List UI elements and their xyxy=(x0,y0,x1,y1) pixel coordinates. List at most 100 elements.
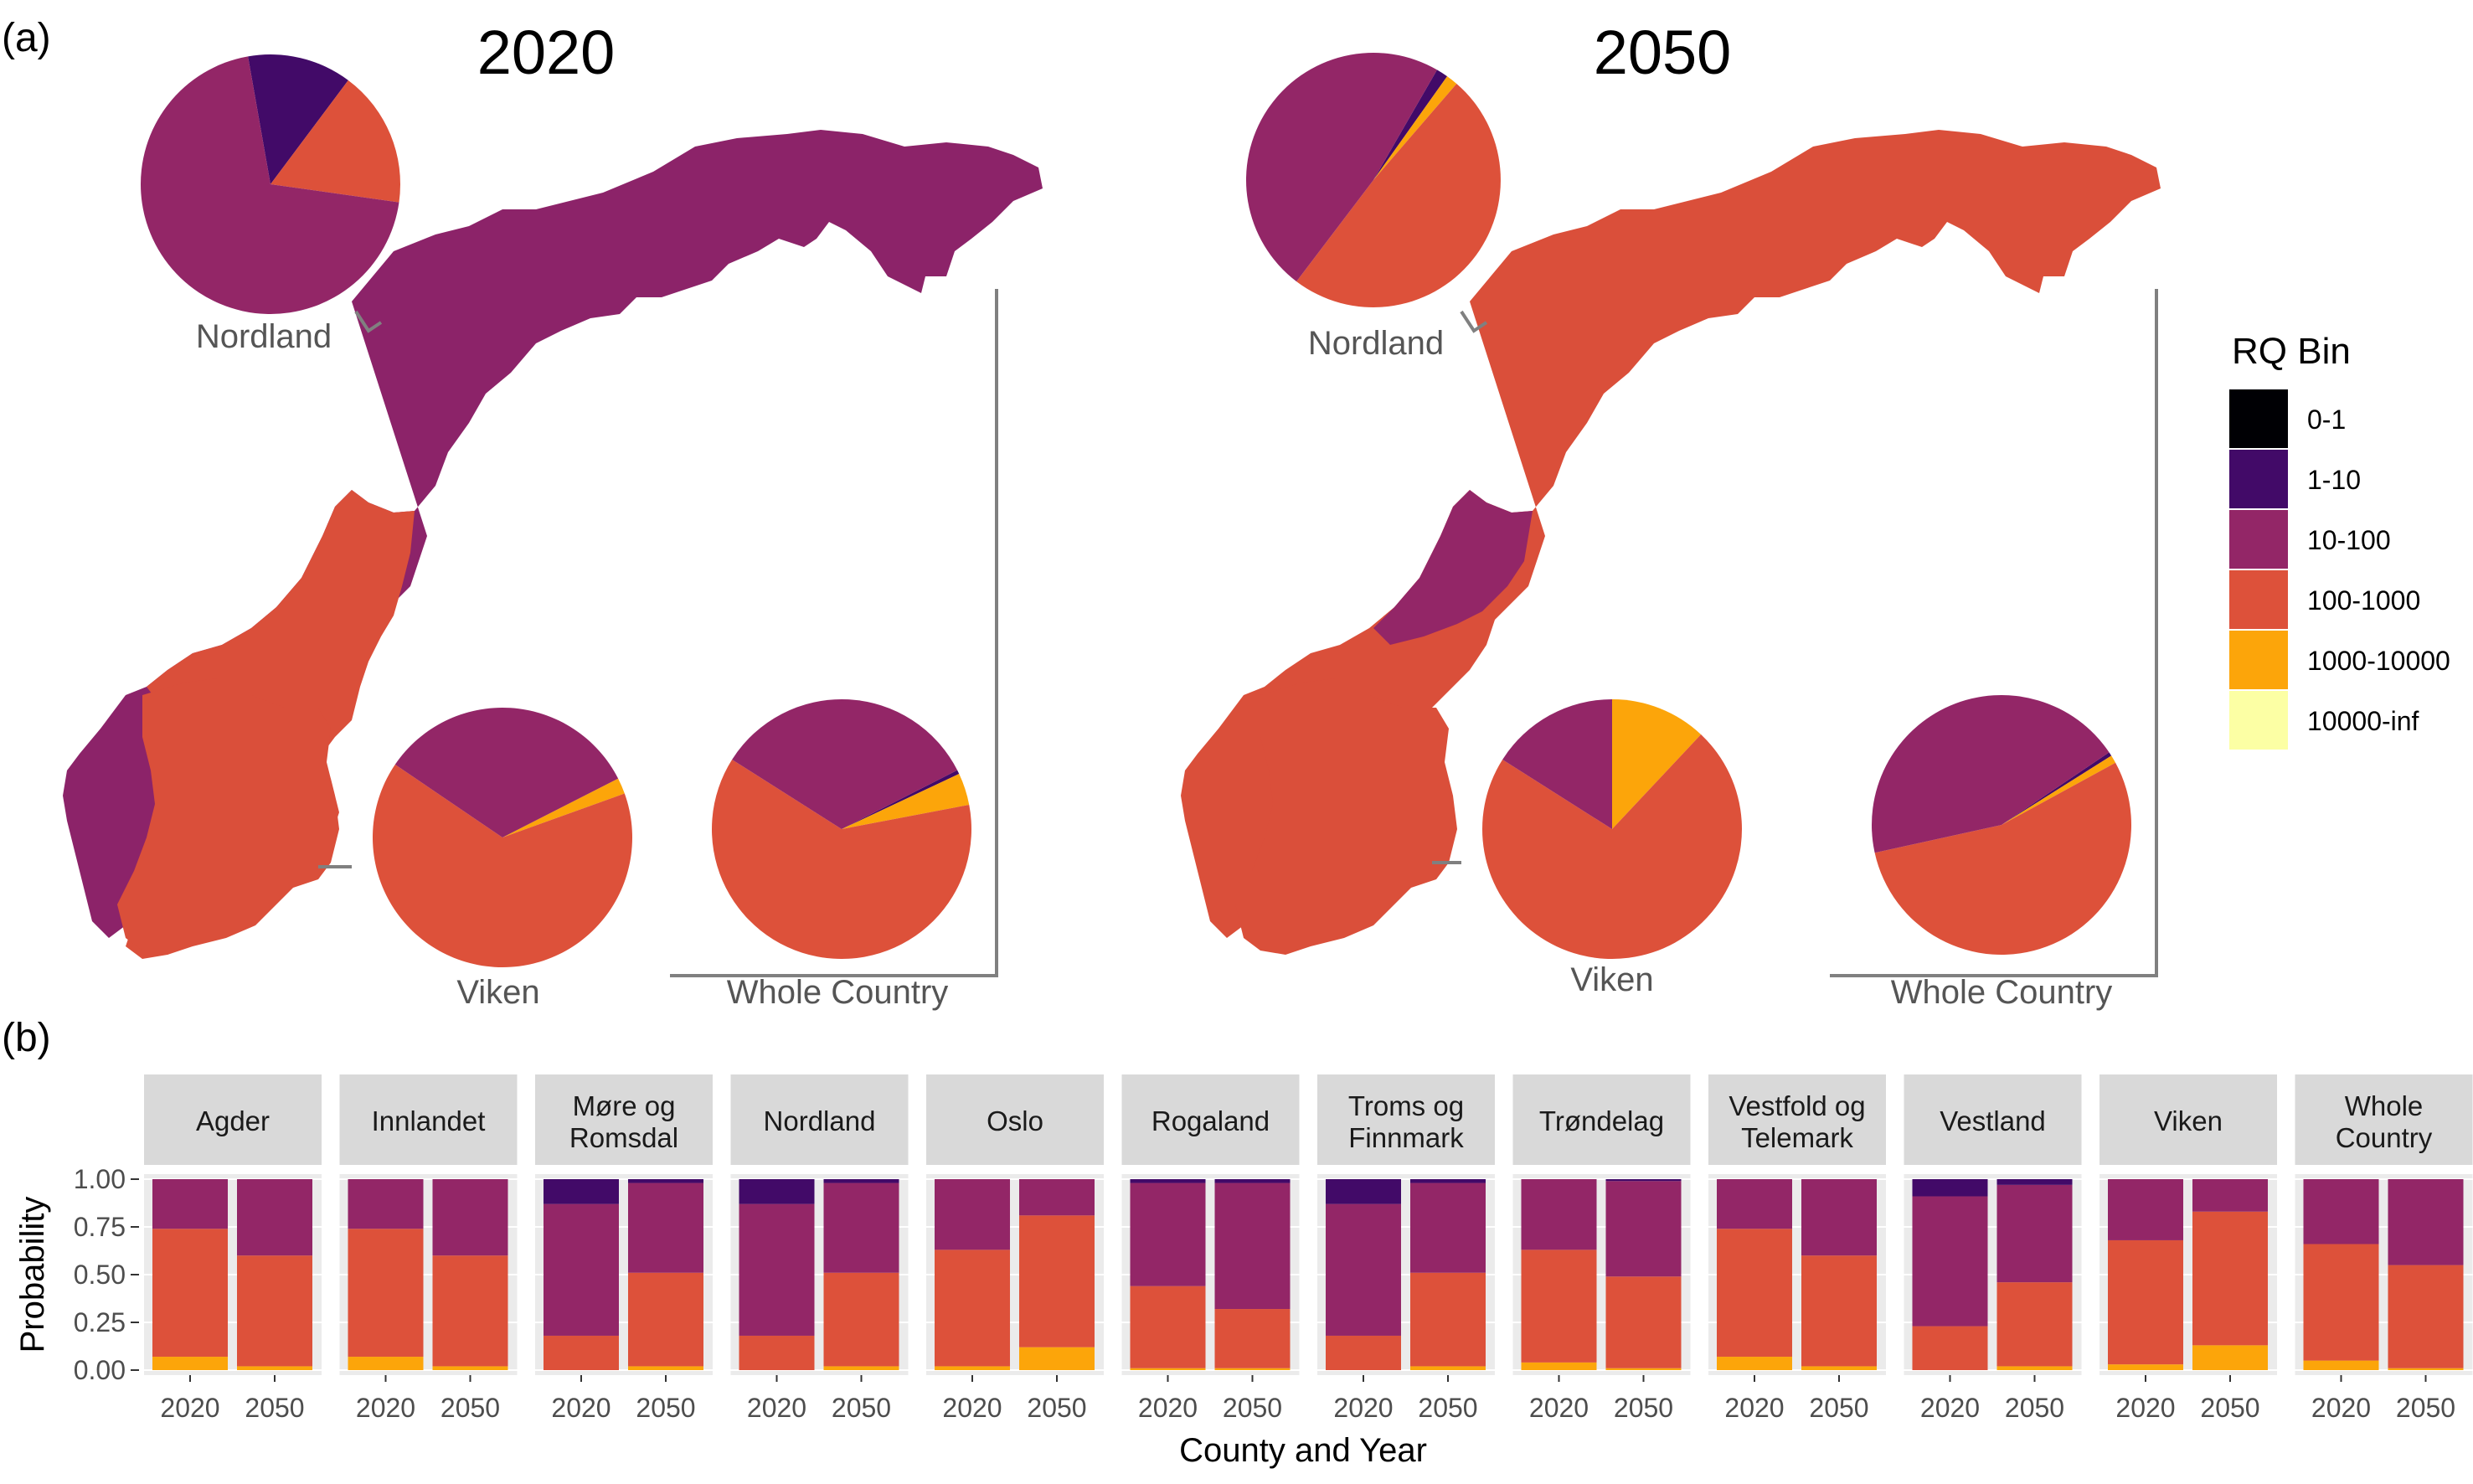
facet-strip-7 xyxy=(1512,1074,1691,1165)
bar-5-0-1000-10000 xyxy=(1130,1368,1206,1370)
bar-10-0-1000-10000 xyxy=(2108,1364,2183,1370)
legend-swatch-4 xyxy=(2229,631,2288,689)
bar-11-0-100-1000 xyxy=(2303,1244,2379,1361)
bar-1-0-1000-10000 xyxy=(348,1357,424,1370)
x-tick-label-4-0: 2020 xyxy=(942,1393,1002,1423)
bar-2-1-100-1000 xyxy=(628,1272,703,1367)
x-tick-label-7-1: 2050 xyxy=(1614,1393,1673,1423)
legend-label-4: 1000-10000 xyxy=(2307,646,2450,676)
x-tick-label-6-1: 2050 xyxy=(1418,1393,1477,1423)
bar-10-0-10-100 xyxy=(2108,1179,2183,1240)
norway-north-2050 xyxy=(1181,130,2161,938)
y-tick-label-2: 0.50 xyxy=(74,1260,126,1290)
bar-3-0-10-100 xyxy=(739,1203,815,1336)
norway-south-2050 xyxy=(1235,678,1457,955)
bar-7-0-1000-10000 xyxy=(1521,1362,1597,1370)
bar-6-1-10-100 xyxy=(1410,1183,1486,1273)
map-2050 xyxy=(1181,130,2161,955)
facet-strip-label-9-0: Vestland xyxy=(1940,1105,2046,1136)
facet-strip-label-11-0: Whole xyxy=(2345,1090,2424,1121)
pie-slice-1-0-1 xyxy=(1373,76,1457,180)
bar-8-1-1000-10000 xyxy=(1801,1366,1877,1370)
bar-5-0-100-1000 xyxy=(1130,1286,1206,1368)
connector-nordland-2020 xyxy=(354,310,383,333)
facet-strip-8 xyxy=(1708,1074,1886,1165)
bar-9-0-10-100 xyxy=(1912,1196,1988,1327)
pie-slice-1-2-2 xyxy=(1874,762,2132,956)
bar-8-1-100-1000 xyxy=(1801,1255,1877,1367)
x-tick-label-9-1: 2050 xyxy=(2005,1393,2064,1423)
norway-south-2020-b xyxy=(117,678,339,955)
x-tick-label-6-0: 2020 xyxy=(1333,1393,1393,1423)
pie-slice-1-1-2 xyxy=(1502,699,1612,829)
pie-label-viken-2050: Viken xyxy=(1570,961,1654,998)
pie-label-whole-2020: Whole Country xyxy=(726,974,949,1011)
facet-strip-label-1-0: Innlandet xyxy=(372,1105,486,1136)
bar-6-1-1-10 xyxy=(1410,1179,1486,1183)
x-tick-label-2-0: 2020 xyxy=(551,1393,611,1423)
bar-5-1-1-10 xyxy=(1214,1179,1291,1183)
facet-strip-label-4-0: Oslo xyxy=(987,1105,1043,1136)
y-tick-label-3: 0.75 xyxy=(74,1212,126,1242)
bar-1-1-10-100 xyxy=(432,1179,508,1256)
facet-strip-label-3-0: Nordland xyxy=(764,1105,876,1136)
bar-5-1-1000-10000 xyxy=(1214,1368,1291,1370)
bar-5-0-10-100 xyxy=(1130,1183,1206,1286)
facet-strip-label-7-0: Trøndelag xyxy=(1539,1105,1664,1136)
facet-strip-3 xyxy=(730,1074,909,1165)
bar-11-1-100-1000 xyxy=(2388,1265,2464,1368)
bar-0-0-1000-10000 xyxy=(152,1357,228,1370)
stacked-bar-panel: 0.00 0.25 0.50 0.75 1.00 Probability County an… xyxy=(14,1074,2473,1469)
legend-swatch-3 xyxy=(2229,570,2288,629)
bar-6-0-10-100 xyxy=(1326,1203,1401,1336)
pie-slice-0-0-0 xyxy=(248,54,348,184)
bar-11-1-10-100 xyxy=(2388,1179,2464,1265)
pie-slice-0-1-1 xyxy=(373,764,633,967)
bar-5-1-10-100 xyxy=(1214,1183,1291,1310)
x-tick-label-7-0: 2020 xyxy=(1529,1393,1589,1423)
bar-7-1-1000-10000 xyxy=(1605,1368,1682,1370)
bar-5-1-100-1000 xyxy=(1214,1309,1291,1368)
bar-0-0-10-100 xyxy=(152,1179,228,1229)
facet-strip-9 xyxy=(1904,1074,2082,1165)
bar-7-1-100-1000 xyxy=(1605,1276,1682,1368)
legend-swatch-1 xyxy=(2229,450,2288,508)
bar-10-1-1000-10000 xyxy=(2192,1345,2268,1370)
facet-strip-label-8-1: Telemark xyxy=(1741,1122,1853,1153)
x-tick-label-8-1: 2050 xyxy=(1809,1393,1868,1423)
bar-2-0-100-1000 xyxy=(544,1335,619,1370)
bar-0-1-1000-10000 xyxy=(237,1366,312,1370)
pie-slice-1-0-2 xyxy=(1296,83,1501,307)
pie-slice-0-0-2 xyxy=(140,56,399,314)
pie-connectors xyxy=(318,289,2158,977)
bar-9-1-1000-10000 xyxy=(1996,1366,2073,1370)
legend-swatches xyxy=(2229,389,2288,750)
x-tick-label-2-1: 2050 xyxy=(636,1393,695,1423)
x-tick-label-0-0: 2020 xyxy=(160,1393,219,1423)
bar-8-0-100-1000 xyxy=(1717,1229,1792,1358)
bar-7-0-100-1000 xyxy=(1521,1250,1597,1363)
legend-swatch-5 xyxy=(2229,691,2288,750)
y-tick-label-0: 0.00 xyxy=(74,1355,126,1385)
legend-label-0: 0-1 xyxy=(2307,404,2347,435)
x-tick-label-3-1: 2050 xyxy=(832,1393,891,1423)
facet-strip-label-8-0: Vestfold og xyxy=(1729,1090,1865,1121)
facet-strip-label-6-0: Troms og xyxy=(1348,1090,1464,1121)
bar-4-0-100-1000 xyxy=(935,1250,1010,1367)
facet-strip-4 xyxy=(926,1074,1104,1165)
x-tick-label-10-1: 2050 xyxy=(2200,1393,2259,1423)
pie-slice-1-0-3 xyxy=(1245,52,1437,282)
bar-9-0-100-1000 xyxy=(1912,1326,1988,1370)
bar-7-1-10-100 xyxy=(1605,1181,1682,1277)
bar-3-1-100-1000 xyxy=(823,1272,899,1367)
bar-8-0-1000-10000 xyxy=(1717,1357,1792,1370)
bar-2-1-1-10 xyxy=(628,1179,703,1183)
facet-strip-label-6-1: Finnmark xyxy=(1348,1122,1464,1153)
pie-slice-1-2-1 xyxy=(2002,755,2116,825)
bar-4-0-10-100 xyxy=(935,1179,1010,1250)
bar-3-1-10-100 xyxy=(823,1183,899,1273)
bar-0-1-100-1000 xyxy=(237,1255,312,1367)
bar-0-1-10-100 xyxy=(237,1179,312,1256)
pie-label-nordland-2020: Nordland xyxy=(195,318,332,355)
